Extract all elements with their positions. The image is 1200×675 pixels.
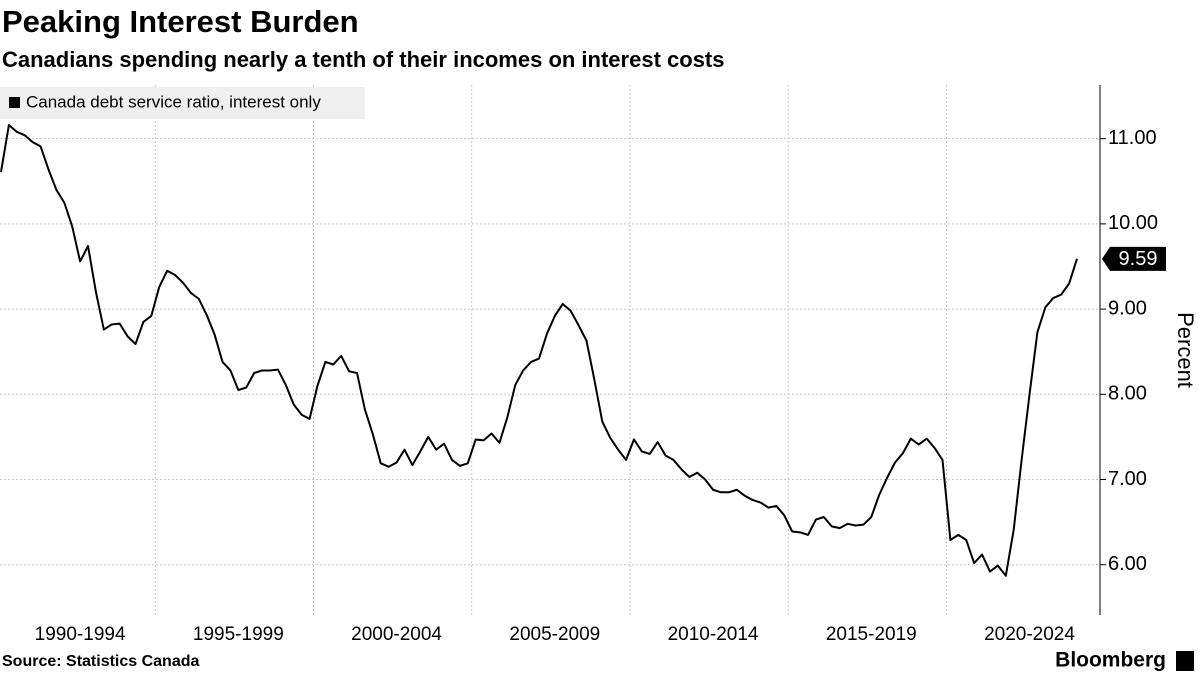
y-axis-label: Percent: [1173, 312, 1198, 388]
x-tick-label: 2000-2004: [351, 624, 442, 645]
x-tick-label: 2010-2014: [668, 624, 759, 645]
y-tick-label: 7.00: [1108, 468, 1147, 490]
chart-subtitle: Canadians spending nearly a tenth of the…: [2, 47, 725, 72]
brand-icon: [1176, 651, 1194, 671]
line-series: [0, 124, 1078, 577]
brand: Bloomberg: [1055, 649, 1166, 672]
source: Source: Statistics Canada: [2, 653, 200, 670]
legend-background: [0, 87, 365, 119]
last-value-label: 9.59: [1119, 248, 1158, 270]
x-tick-label: 2005-2009: [509, 624, 600, 645]
y-tick-label: 10.00: [1108, 212, 1158, 234]
legend: Canada debt service ratio, interest only: [0, 87, 365, 119]
y-tick-label: 8.00: [1108, 383, 1147, 405]
x-tick-label: 2020-2024: [984, 624, 1075, 645]
legend-swatch: [9, 97, 20, 108]
y-tick-label: 11.00: [1108, 127, 1157, 149]
x-tick-label: 2015-2019: [826, 624, 917, 645]
y-tick-label: 6.00: [1108, 553, 1147, 575]
legend-label: Canada debt service ratio, interest only: [26, 92, 321, 111]
last-value-box: [1102, 246, 1166, 271]
y-tick-label: 9.00: [1108, 297, 1147, 319]
x-tick-label: 1995-1999: [193, 624, 284, 645]
x-tick-label: 1990-1994: [35, 624, 126, 645]
chart-title: Peaking Interest Burden: [2, 4, 359, 39]
